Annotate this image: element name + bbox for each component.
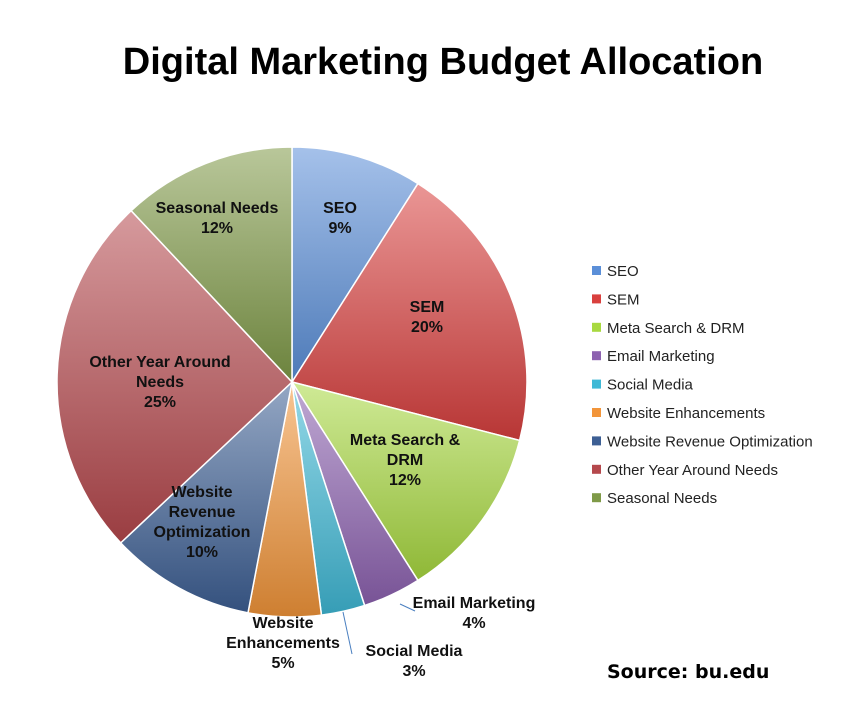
slice-labels: SEO 9% SEM 20% Meta Search & DRM 12% Email Mark… xyxy=(89,200,535,680)
legend-swatch-other-year-around-needs xyxy=(592,464,601,474)
legend-label-sem: SEM xyxy=(607,291,640,308)
slice-other-year-around-needs xyxy=(56,209,294,544)
source-note: Source: bu.edu xyxy=(607,661,769,683)
legend-swatch-sem xyxy=(592,294,601,304)
legend-label-seo: SEO xyxy=(607,263,639,280)
slice-website-revenue-optimization xyxy=(119,379,294,614)
slice-label-sem: SEM 20% xyxy=(410,299,445,336)
slice-label-seo: SEO 9% xyxy=(323,200,357,237)
leader-line-social-media xyxy=(342,611,353,655)
slice-label-email-marketing: Email Marketing 4% xyxy=(413,595,536,632)
slice-seo xyxy=(291,146,419,385)
leader-line-email-marketing xyxy=(399,603,416,612)
legend: SEO SEM Meta Search & DRM Email Marketing So… xyxy=(592,263,813,507)
legend-label-meta-search-drm: Meta Search & DRM xyxy=(607,320,745,337)
slice-label-website-enhancements: Website Enhancements 5% xyxy=(226,615,340,672)
slice-meta-search-drm xyxy=(290,380,521,582)
slice-seasonal-needs xyxy=(130,146,293,384)
legend-label-website-enhancements: Website Enhancements xyxy=(607,405,765,422)
legend-label-website-revenue-optimization: Website Revenue Optimization xyxy=(607,433,813,450)
slice-label-seasonal-needs: Seasonal Needs 12% xyxy=(156,200,279,237)
slice-label-website-revenue-optimization: Website Revenue Optimization 10% xyxy=(154,484,251,561)
pie-slices xyxy=(56,146,528,618)
chart-title: Digital Marketing Budget Allocation xyxy=(123,41,763,83)
legend-swatch-meta-search-drm xyxy=(592,322,601,332)
legend-label-seasonal-needs: Seasonal Needs xyxy=(607,490,717,507)
slice-label-social-media: Social Media 3% xyxy=(366,643,463,680)
legend-label-social-media: Social Media xyxy=(607,377,694,394)
slice-sem xyxy=(290,182,528,442)
legend-label-other-year-around-needs: Other Year Around Needs xyxy=(607,462,778,479)
legend-swatch-website-revenue-optimization xyxy=(592,436,601,446)
legend-swatch-email-marketing xyxy=(592,351,601,361)
leader-lines xyxy=(342,603,416,655)
slice-label-other-year-around-needs: Other Year Around Needs 25% xyxy=(89,354,230,411)
legend-label-email-marketing: Email Marketing xyxy=(607,348,715,365)
legend-swatch-seo xyxy=(592,266,601,275)
legend-swatch-seasonal-needs xyxy=(592,493,601,503)
slice-label-meta-search-drm: Meta Search & DRM 12% xyxy=(350,432,461,489)
legend-swatch-social-media xyxy=(592,379,601,389)
legend-swatch-website-enhancements xyxy=(592,408,601,417)
